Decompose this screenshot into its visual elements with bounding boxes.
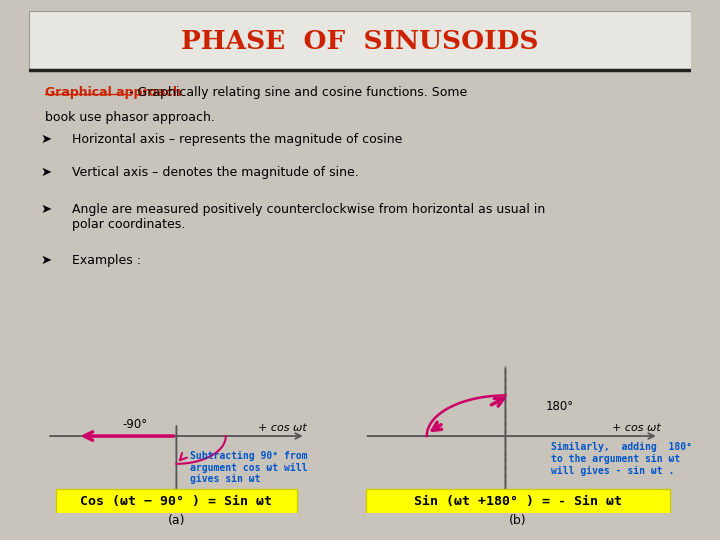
Text: Graphical approach: Graphical approach — [45, 86, 182, 99]
Text: book use phasor approach.: book use phasor approach. — [45, 111, 215, 124]
Text: Sin (ωt +180° ) = - Sin ωt: Sin (ωt +180° ) = - Sin ωt — [414, 495, 622, 508]
FancyBboxPatch shape — [55, 489, 297, 515]
Text: + sin ωt: + sin ωt — [449, 501, 495, 511]
Text: - Graphically relating sine and cosine functions. Some: - Graphically relating sine and cosine f… — [125, 86, 467, 99]
Text: Cos (ωt − 90° ) = Sin ωt: Cos (ωt − 90° ) = Sin ωt — [81, 495, 272, 508]
Text: + cos ωt: + cos ωt — [258, 423, 307, 433]
Text: Similarly,  adding  180°
to the argument sin ωt
will gives - sin ωt .: Similarly, adding 180° to the argument s… — [551, 442, 692, 476]
Text: ➤: ➤ — [41, 166, 52, 179]
Text: ➤: ➤ — [41, 254, 52, 267]
Text: PHASE  OF  SINUSOIDS: PHASE OF SINUSOIDS — [181, 29, 539, 55]
FancyBboxPatch shape — [366, 489, 670, 515]
Text: -90°: -90° — [122, 418, 147, 431]
Text: (b): (b) — [509, 514, 526, 527]
Text: (a): (a) — [168, 514, 185, 527]
Text: + sin ωt: + sin ωt — [121, 501, 167, 511]
Text: 180°: 180° — [545, 400, 573, 413]
Text: ➤: ➤ — [41, 202, 52, 215]
Text: Horizontal axis – represents the magnitude of cosine: Horizontal axis – represents the magnitu… — [72, 133, 402, 146]
Text: Subtracting 90° from
argument cos ωt will
gives sin ωt: Subtracting 90° from argument cos ωt wil… — [190, 451, 307, 484]
Text: ➤: ➤ — [41, 133, 52, 146]
Text: + cos ωt: + cos ωt — [612, 423, 661, 433]
Text: Angle are measured positively counterclockwise from horizontal as usual in
polar: Angle are measured positively counterclo… — [72, 202, 545, 231]
Text: Vertical axis – denotes the magnitude of sine.: Vertical axis – denotes the magnitude of… — [72, 166, 359, 179]
Bar — [29, 11, 691, 70]
Text: Examples :: Examples : — [72, 254, 141, 267]
